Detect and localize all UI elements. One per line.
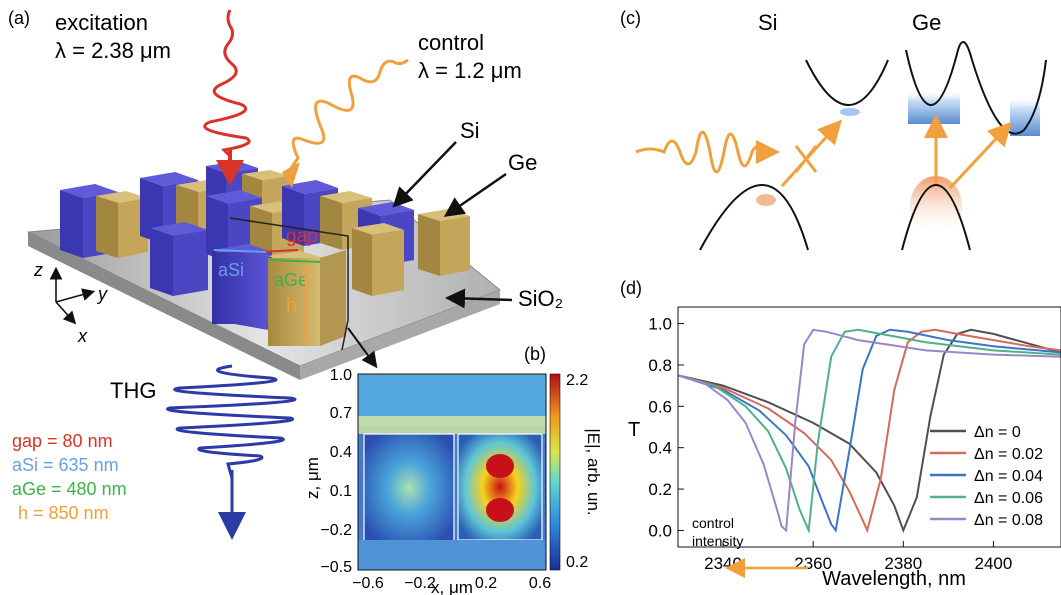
panel-a-label: (a) xyxy=(8,8,30,28)
panel-b-label: (b) xyxy=(524,344,546,364)
excitation-wavelength: λ = 2.38 μm xyxy=(55,38,171,63)
sio2-pointer xyxy=(445,288,513,309)
field-map-xticks: −0.6 −0.2 0.2 0.6 xyxy=(352,575,551,592)
ytick-label-3: 0.6 xyxy=(648,397,672,416)
a-si-label: aSi xyxy=(218,260,244,280)
control-title: control xyxy=(418,30,484,55)
chart-annotation-line2: intensity xyxy=(692,533,743,549)
thg-label: THG xyxy=(110,378,156,403)
panel-c-label: (c) xyxy=(620,8,641,28)
field-map xyxy=(358,374,546,570)
param-gap: gap = 80 nm xyxy=(12,431,113,451)
thg-beam xyxy=(166,364,297,540)
colorbar xyxy=(549,373,561,571)
plot-frame xyxy=(677,306,1061,548)
excitation-title: excitation xyxy=(55,10,148,35)
series-line-1 xyxy=(678,328,1061,534)
xtick-label-2: 2380 xyxy=(884,554,922,573)
colorbar-max: 2.2 xyxy=(566,372,588,389)
ge-indirect-transition xyxy=(948,121,1013,190)
ytick-m0-2: −0.2 xyxy=(320,522,352,539)
colorbar-label: |E|, arb. un. xyxy=(584,428,603,515)
colorbar-min: 0.2 xyxy=(566,554,588,571)
param-a-si: aSi = 635 nm xyxy=(12,455,119,475)
field-map-yticks: 1.0 0.7 0.4 0.1 −0.2 −0.5 xyxy=(320,367,352,576)
ge-valence-band xyxy=(901,184,971,251)
si-cross xyxy=(794,145,818,173)
xtick-0-6: 0.6 xyxy=(529,575,551,592)
series-line-4 xyxy=(678,328,1061,533)
ytick-1-0: 1.0 xyxy=(330,367,352,384)
ytick-label-1: 0.2 xyxy=(648,480,672,499)
h-label: h xyxy=(286,295,297,317)
excitation-beam xyxy=(203,9,251,186)
legend-label-3: Δn = 0.06 xyxy=(974,490,1043,507)
ge-electron-fill xyxy=(908,90,960,124)
ge-label: Ge xyxy=(508,150,537,175)
control-beam xyxy=(282,58,409,188)
chart-ylabel: T xyxy=(628,419,640,441)
si-pointer xyxy=(392,141,457,208)
legend-label-4: Δn = 0.08 xyxy=(974,512,1043,529)
panel-a: (a) xyxy=(8,8,563,540)
xtick-label-0: 2340 xyxy=(704,554,742,573)
panel-c: (c) Si Ge xyxy=(620,8,1047,251)
panel-d-label: (d) xyxy=(620,278,642,298)
xtick-m0-6: −0.6 xyxy=(352,575,384,592)
legend-label-2: Δn = 0.04 xyxy=(974,468,1043,485)
a-ge-arrow xyxy=(269,259,321,263)
gap-label: gap xyxy=(286,226,318,247)
si-conduction-band xyxy=(805,59,889,106)
field-map-frame xyxy=(357,373,547,571)
legend-label-1: Δn = 0.02 xyxy=(974,446,1043,463)
control-pulse xyxy=(635,130,780,174)
param-h: h = 850 nm xyxy=(18,503,109,523)
panel-b: (b) 1.0 0.7 0.4 0.1 −0.2 −0.5 z, μm −0.6… xyxy=(303,344,603,595)
ytick-label-5: 1.0 xyxy=(648,315,672,334)
ytick-label-4: 0.8 xyxy=(648,356,672,375)
xtick-m0-2: −0.2 xyxy=(404,575,436,592)
ytick-0-7: 0.7 xyxy=(330,405,352,422)
series-line-2 xyxy=(678,328,1061,533)
xtick-label-3: 2400 xyxy=(974,554,1012,573)
ge-conduction-band xyxy=(905,41,1047,135)
si-band-title: Si xyxy=(758,10,778,35)
field-map-xlabel: x, μm xyxy=(431,578,473,595)
legend-label-0: Δn = 0 xyxy=(974,424,1021,441)
zoom-pointer xyxy=(347,327,378,369)
axis-y-label: y xyxy=(96,284,108,304)
param-a-ge: aGe = 480 nm xyxy=(12,479,127,499)
sio2-label: SiO₂ xyxy=(518,286,563,311)
cut-plane xyxy=(229,217,349,351)
ytick-label-0: 0.0 xyxy=(648,521,672,540)
ytick-m0-5: −0.5 xyxy=(320,559,352,576)
ge-hole-fill xyxy=(910,176,962,236)
series-line-3 xyxy=(678,328,1061,535)
ytick-0-1: 0.1 xyxy=(330,483,352,500)
ytick-0-4: 0.4 xyxy=(330,444,352,461)
axis-z-label: z xyxy=(33,260,43,280)
axis-x-label: x xyxy=(77,326,88,346)
field-map-ylabel: z, μm xyxy=(303,457,322,499)
metasurface-cubes xyxy=(60,161,470,346)
a-si-arrow xyxy=(213,249,267,253)
si-label: Si xyxy=(460,118,480,143)
series-line-0 xyxy=(678,328,1061,534)
chart-xlabel: Wavelength, nm xyxy=(822,568,966,590)
control-wavelength: λ = 1.2 μm xyxy=(418,58,522,83)
ge-band-title: Ge xyxy=(912,10,941,35)
a-ge-label: aGe xyxy=(274,270,308,290)
ge-pointer xyxy=(443,172,507,217)
ytick-label-2: 0.4 xyxy=(648,439,672,458)
chart-annotation-line1: control xyxy=(692,515,734,531)
xtick-0-2: 0.2 xyxy=(475,575,497,592)
coordinate-axes xyxy=(49,266,96,325)
si-valence-band xyxy=(699,184,809,251)
